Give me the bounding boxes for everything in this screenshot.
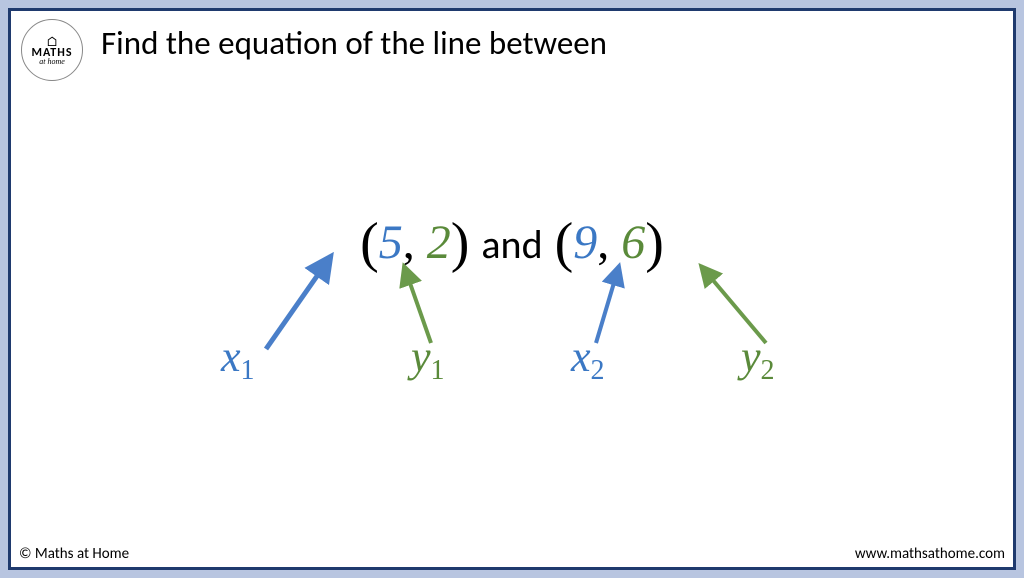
y1-value: 2 (427, 216, 451, 269)
y2-value: 6 (621, 216, 645, 269)
coordinates-expression: (5, 2) and (9, 6) (360, 211, 664, 275)
comma-1: , (403, 216, 427, 269)
label-x1: x1 (221, 331, 255, 387)
logo-text-sub: at home (39, 58, 65, 66)
footer-url: www.mathsathome.com (855, 545, 1005, 563)
close-paren-1: ) (451, 212, 470, 274)
equation-area: (5, 2) and (9, 6) (11, 211, 1013, 275)
slide-frame: ⌂ MATHS at home Find the equation of the… (8, 8, 1016, 570)
open-paren-2: ( (555, 212, 574, 274)
connector-word: and (481, 220, 542, 269)
open-paren-1: ( (360, 212, 379, 274)
label-x2: x2 (571, 331, 605, 387)
comma-2: , (597, 216, 621, 269)
label-y2: y2 (741, 331, 775, 387)
footer-copyright: © Maths at Home (19, 545, 129, 563)
annotation-arrows (11, 11, 1013, 567)
page-title: Find the equation of the line between (101, 23, 607, 63)
label-y1: y1 (411, 331, 445, 387)
x2-value: 9 (573, 216, 597, 269)
x1-value: 5 (379, 216, 403, 269)
logo-badge: ⌂ MATHS at home (21, 19, 83, 81)
close-paren-2: ) (645, 212, 664, 274)
